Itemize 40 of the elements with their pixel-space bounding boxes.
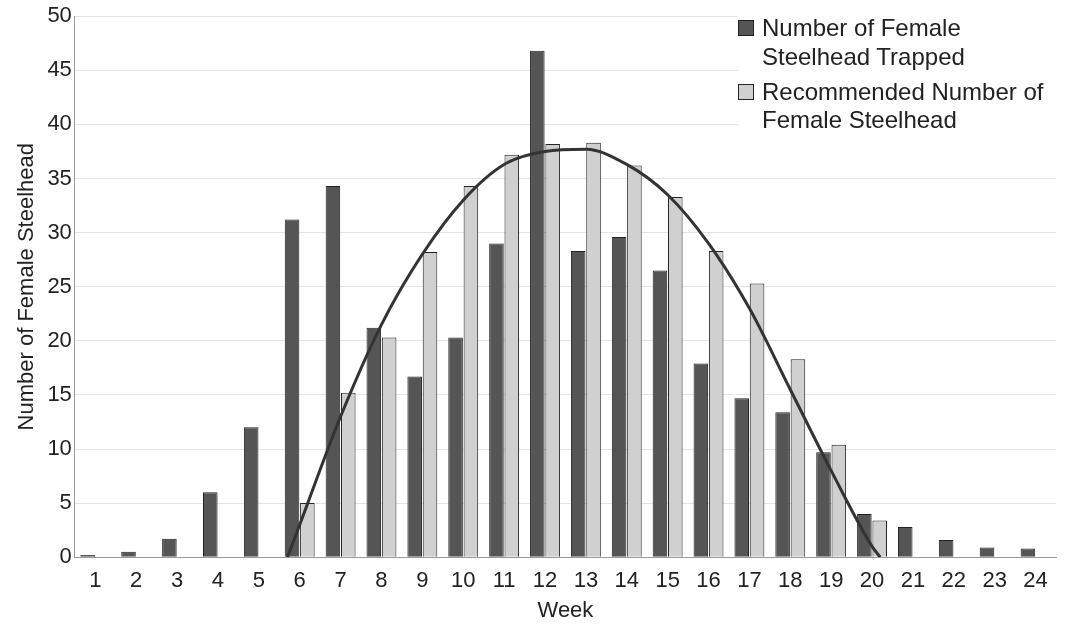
x-tick-label: 16 <box>696 567 721 593</box>
x-tick-label: 6 <box>293 567 306 593</box>
x-tick-label: 4 <box>211 567 225 593</box>
x-tick-label: 19 <box>818 567 844 593</box>
legend-label: Recommended Number of Female Steelhead <box>762 77 1045 136</box>
x-tick-label: 12 <box>532 567 558 593</box>
x-tick-label: 10 <box>450 567 476 593</box>
y-tick-label: 10 <box>47 435 72 461</box>
x-tick-label: 17 <box>737 567 762 593</box>
x-axis-title: Week <box>537 596 595 622</box>
x-tick-label: 23 <box>982 567 1007 593</box>
x-tick-label: 15 <box>655 567 680 593</box>
x-tick-label: 1 <box>89 567 102 593</box>
x-tick-label: 14 <box>614 567 639 593</box>
x-tick-label: 22 <box>941 567 967 593</box>
x-tick-label: 8 <box>375 567 388 593</box>
x-tick-label: 18 <box>778 567 803 593</box>
x-tick-label: 3 <box>170 567 184 593</box>
y-tick-label: 5 <box>59 489 72 515</box>
y-tick-label: 20 <box>47 326 72 352</box>
x-tick-label: 11 <box>492 567 516 593</box>
legend-label: Number of Female Steelhead Trapped <box>762 14 966 72</box>
y-axis-title: Number of Female Steelhead <box>13 143 39 431</box>
line-series <box>285 147 882 558</box>
x-tick-label: 7 <box>334 567 347 593</box>
x-tick-label: 5 <box>252 567 265 593</box>
y-tick-label: 25 <box>47 272 72 298</box>
y-tick-label: 40 <box>47 110 72 136</box>
x-tick-label: 13 <box>573 567 599 593</box>
y-tick-label: 50 <box>47 2 72 28</box>
y-tick-label: 30 <box>47 218 72 244</box>
x-tick-label: 9 <box>416 567 429 593</box>
x-tick-label: 20 <box>859 567 885 593</box>
y-tick-label: 35 <box>47 164 72 190</box>
y-tick-label: 0 <box>59 543 72 569</box>
y-tick-label: 45 <box>47 56 72 82</box>
x-tick-label: 24 <box>1023 567 1048 593</box>
x-tick-label: 2 <box>130 567 143 593</box>
x-tick-label: 21 <box>900 567 926 593</box>
y-tick-label: 15 <box>47 380 72 406</box>
